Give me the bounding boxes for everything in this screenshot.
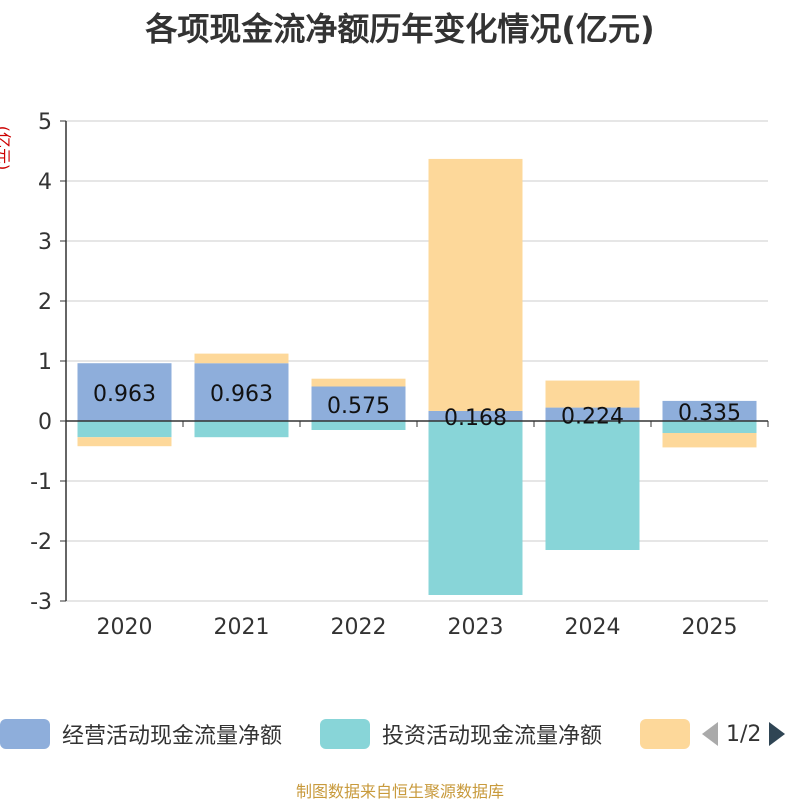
y-tick-label: 3 (38, 230, 52, 255)
legend-swatch-investing (320, 719, 370, 749)
bar-s2-2021 (194, 353, 289, 364)
bar-s1-2022 (311, 421, 406, 430)
bar-s0-2024 (545, 407, 640, 421)
x-tick-label-2023: 2023 (448, 615, 504, 640)
legend-item-operating[interactable]: 经营活动现金流量净额 (0, 716, 282, 752)
pager-text: 1/2 (726, 721, 762, 747)
legend-swatch-financing (640, 719, 690, 749)
x-tick-label-2022: 2022 (331, 615, 387, 640)
legend-item-investing[interactable]: 投资活动现金流量净额 (320, 716, 602, 752)
y-tick-label: -1 (30, 470, 52, 495)
bar-s1-2021 (194, 421, 289, 438)
x-tick-label-2025: 2025 (682, 615, 738, 640)
y-tick-label: 1 (38, 350, 52, 375)
y-tick-label: -3 (30, 590, 52, 615)
bar-s1-2024 (545, 421, 640, 550)
legend-label-investing: 投资活动现金流量净额 (382, 724, 603, 749)
legend-swatch-operating (0, 719, 50, 749)
bar-s2-2025 (662, 433, 757, 448)
chart-plot: -3 -2 -1 0 1 2 3 4 5 0.963 0.963 0.575 0.168 0.224 0.3… (30, 110, 769, 640)
y-tick-label: 5 (38, 110, 52, 135)
data-label-2022: 0.575 (327, 394, 390, 419)
chart-title: 各项现金流净额历年变化情况(亿元) (145, 10, 655, 48)
bar-s1-2023 (428, 421, 523, 595)
bar-s0-2021 (194, 363, 289, 421)
y-tick-label: 4 (38, 170, 52, 195)
legend-label-operating: 经营活动现金流量净额 (62, 724, 283, 749)
bar-s2-2024 (545, 380, 640, 408)
bar-s0-2020 (77, 363, 172, 421)
bar-s0-2022 (311, 386, 406, 421)
x-tick-label-2021: 2021 (214, 615, 270, 640)
source-note: 制图数据来自恒生聚源数据库 (295, 782, 504, 801)
legend-item-financing[interactable] (640, 716, 690, 752)
bar-s1-2020 (77, 421, 172, 438)
data-label-2023: 0.168 (444, 406, 507, 431)
pager-next-icon[interactable] (767, 720, 787, 748)
bar-s2-2023 (428, 158, 523, 411)
data-label-2021: 0.963 (210, 382, 273, 407)
y-tick-label: 0 (38, 410, 52, 435)
bar-s2-2022 (311, 378, 406, 387)
x-tick-label-2020: 2020 (97, 615, 153, 640)
x-tick-label-2024: 2024 (565, 615, 621, 640)
y-tick-label: -2 (30, 530, 52, 555)
data-label-2025: 0.335 (678, 401, 741, 426)
legend: 经营活动现金流量净额 投资活动现金流量净额 (0, 716, 800, 752)
bar-s0-2023 (428, 410, 523, 421)
legend-pager: 1/2 (700, 716, 787, 752)
y-tick-label: 2 (38, 290, 52, 315)
bar-s1-2025 (662, 421, 757, 433)
data-label-2020: 0.963 (93, 382, 156, 407)
data-label-2024: 0.224 (561, 404, 624, 429)
bar-s0-2025 (662, 400, 757, 421)
bar-s2-2020 (77, 437, 172, 447)
pager-prev-icon[interactable] (700, 720, 720, 748)
